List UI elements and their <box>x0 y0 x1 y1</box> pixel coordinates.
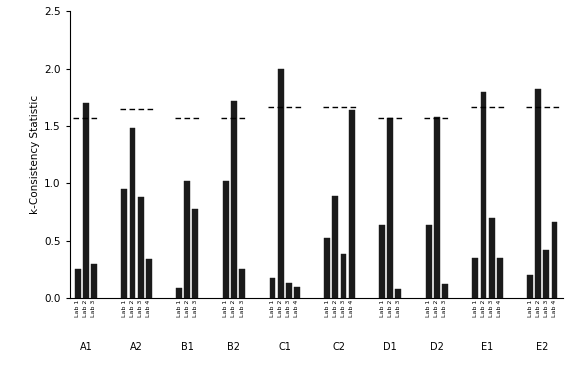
Bar <box>223 181 229 298</box>
Text: D2: D2 <box>430 342 444 353</box>
Bar <box>137 197 143 298</box>
Bar <box>527 275 533 298</box>
Bar <box>270 278 275 298</box>
Bar <box>340 254 346 298</box>
Bar <box>481 92 487 298</box>
Y-axis label: k-Consistency Statistic: k-Consistency Statistic <box>30 95 40 214</box>
Bar <box>239 269 245 298</box>
Bar <box>535 89 541 298</box>
Bar <box>91 264 97 298</box>
Bar <box>387 118 393 298</box>
Bar <box>83 103 89 298</box>
Text: A1: A1 <box>79 342 92 353</box>
Text: E1: E1 <box>481 342 494 353</box>
Bar <box>146 259 151 298</box>
Bar <box>176 288 182 298</box>
Text: B2: B2 <box>227 342 241 353</box>
Bar <box>129 128 135 298</box>
Bar <box>489 218 495 298</box>
Bar <box>332 196 338 298</box>
Bar <box>434 117 440 298</box>
Bar <box>121 189 127 298</box>
Bar <box>349 110 354 298</box>
Bar <box>324 238 330 298</box>
Bar <box>286 283 292 298</box>
Bar <box>184 181 190 298</box>
Bar <box>193 209 198 298</box>
Bar <box>231 101 237 298</box>
Bar <box>552 222 557 298</box>
Bar <box>379 225 385 298</box>
Text: A2: A2 <box>130 342 143 353</box>
Text: B1: B1 <box>181 342 194 353</box>
Bar <box>497 258 503 298</box>
Text: D1: D1 <box>383 342 397 353</box>
Bar <box>426 225 432 298</box>
Bar <box>294 286 300 298</box>
Text: E2: E2 <box>536 342 549 353</box>
Bar <box>543 250 549 298</box>
Bar <box>396 289 401 298</box>
Bar <box>442 284 448 298</box>
Bar <box>75 269 81 298</box>
Bar <box>278 69 284 298</box>
Text: C1: C1 <box>278 342 291 353</box>
Text: C2: C2 <box>333 342 346 353</box>
Bar <box>473 258 478 298</box>
